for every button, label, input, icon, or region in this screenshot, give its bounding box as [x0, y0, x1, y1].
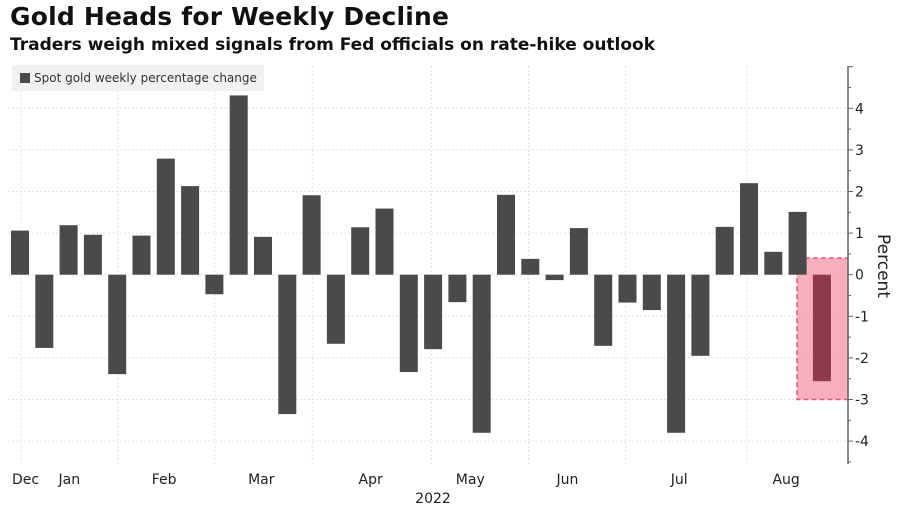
y-tick-label: 2: [855, 185, 864, 201]
bar: [740, 183, 758, 275]
legend-swatch: [20, 73, 30, 83]
x-axis-year-label: 2022: [415, 491, 451, 507]
bar: [545, 274, 564, 281]
y-tick-label: 4: [855, 101, 864, 117]
bar: [594, 274, 613, 346]
bar: [691, 274, 710, 356]
y-axis: 4 3 2 1 0 -1 -2 -3 -4: [847, 66, 869, 464]
x-tick-label: Mar: [248, 472, 275, 488]
bar: [205, 274, 224, 295]
bar: [667, 274, 686, 433]
bar: [569, 228, 588, 275]
x-tick-label: Dec: [12, 472, 39, 488]
legend-label: Spot gold weekly percentage change: [34, 71, 257, 85]
bar: [35, 274, 54, 348]
y-tick-label: -4: [855, 434, 869, 450]
bar: [375, 208, 394, 275]
legend: Spot gold weekly percentage change: [12, 65, 264, 91]
bar: [302, 195, 321, 275]
bar: [521, 258, 540, 275]
x-tick-label: May: [456, 472, 485, 488]
bar: [254, 236, 272, 275]
chart-title: Gold Heads for Weekly Decline: [10, 2, 450, 31]
highlighted-bar: [812, 274, 831, 382]
bar: [132, 235, 151, 275]
bars: [11, 95, 831, 433]
bar: [156, 158, 175, 275]
bar: [788, 211, 807, 275]
bar: [642, 274, 661, 311]
y-tick-label: 0: [855, 268, 864, 284]
x-tick-label: Jul: [670, 472, 688, 488]
bar: [11, 230, 29, 275]
bar: [764, 251, 783, 275]
bar: [448, 274, 467, 303]
x-tick-label: Apr: [359, 472, 383, 488]
x-tick-label: Jun: [556, 472, 579, 488]
chart-subtitle: Traders weigh mixed signals from Fed off…: [10, 35, 656, 55]
bar: [278, 274, 297, 415]
bar: [399, 274, 418, 373]
y-tick-label: -3: [855, 393, 869, 409]
x-tick-label: Aug: [772, 472, 799, 488]
bar: [715, 226, 734, 275]
bar: [181, 186, 200, 275]
y-tick-label: 3: [855, 143, 864, 159]
bar: [59, 225, 78, 275]
bar: [472, 274, 491, 433]
x-tick-label: Feb: [152, 472, 177, 488]
bar: [351, 227, 370, 275]
y-axis-title: Percent: [873, 234, 893, 298]
bar: [83, 234, 102, 275]
bar: [229, 95, 248, 275]
y-tick-label: 1: [855, 226, 864, 242]
y-tick-label: -2: [855, 351, 869, 367]
bar: [497, 194, 515, 275]
bar: [108, 274, 127, 375]
bar: [424, 274, 443, 350]
x-axis: Dec Jan Feb Mar Apr May Jun Jul Aug: [12, 472, 800, 488]
bar: [618, 274, 637, 303]
y-tick-label: -1: [855, 309, 869, 325]
x-tick-label: Jan: [58, 472, 81, 488]
bar: [326, 274, 345, 344]
